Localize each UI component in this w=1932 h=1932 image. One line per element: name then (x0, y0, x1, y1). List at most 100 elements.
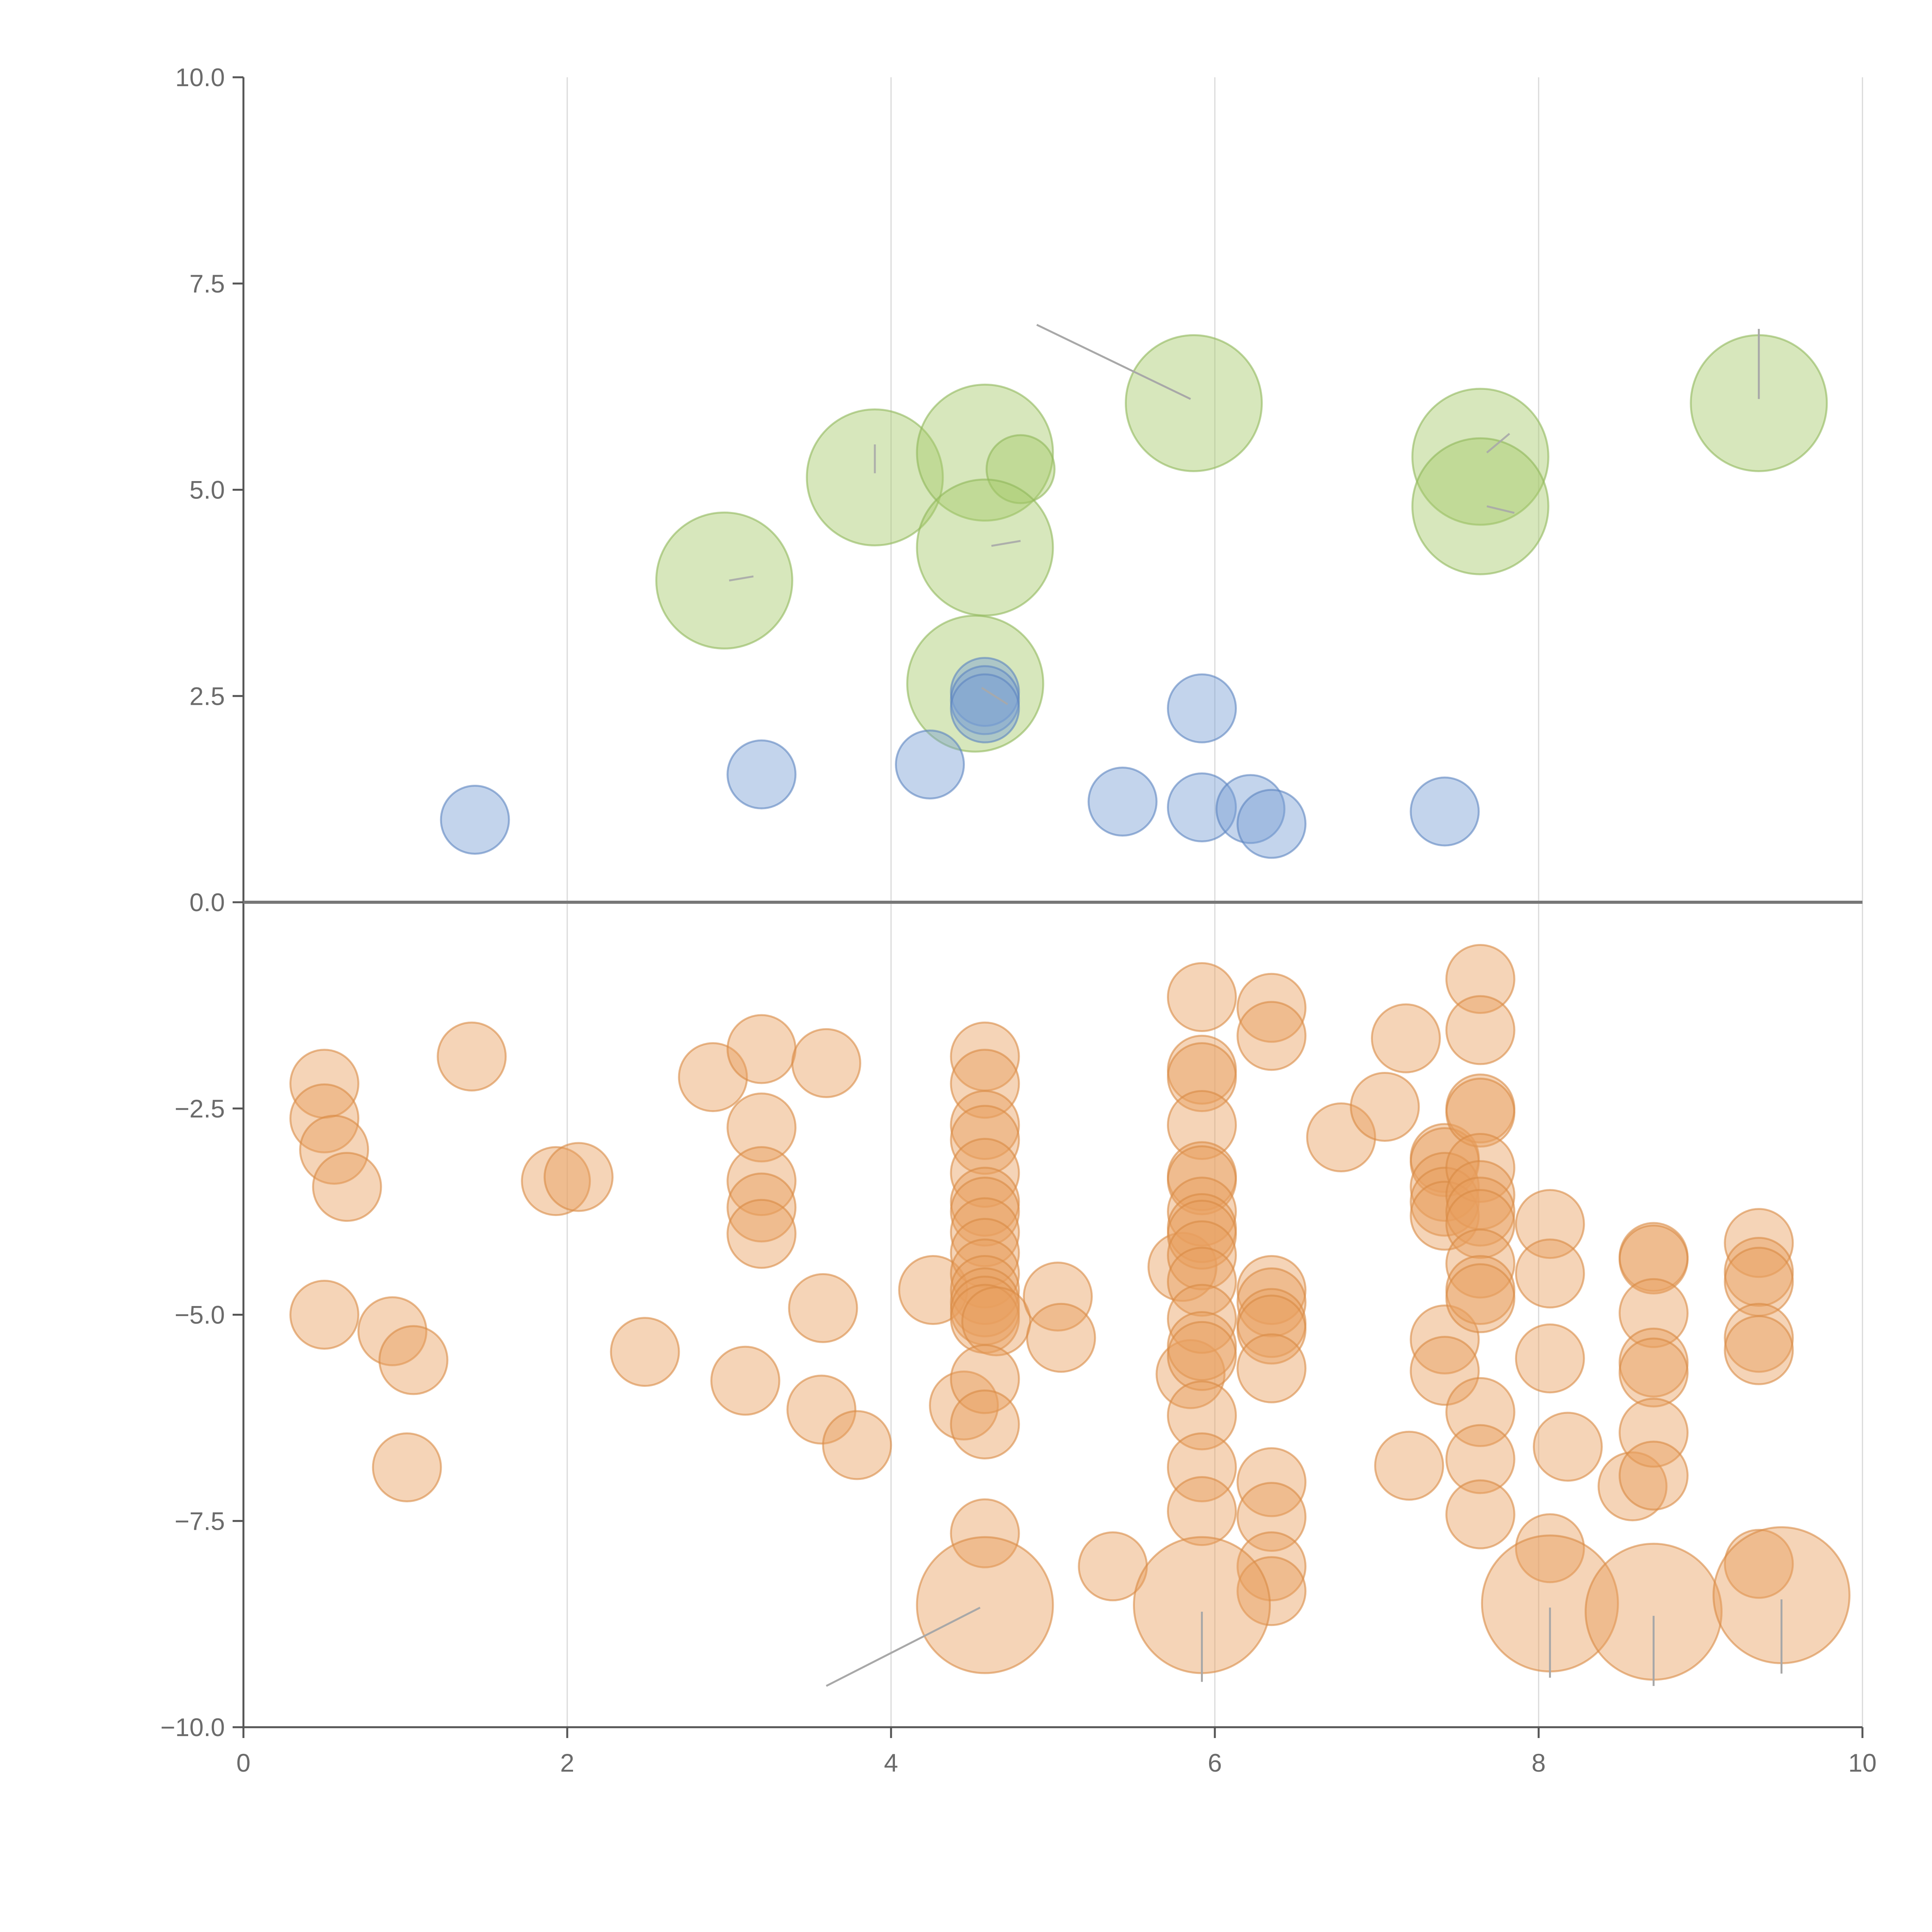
orange-point-39 (961, 1286, 1031, 1357)
orange-point-50 (1167, 1042, 1237, 1112)
orange-point-76 (1306, 1102, 1376, 1172)
orange-point-88 (1445, 995, 1515, 1065)
orange-point-10 (543, 1142, 614, 1212)
orange-point-78 (1371, 1003, 1441, 1073)
orange-point-57 (1167, 1220, 1237, 1291)
green-point-0 (655, 511, 793, 650)
orange-point-97 (1445, 1263, 1515, 1333)
orange-point-103 (1515, 1323, 1585, 1394)
orange-point-31 (950, 1177, 1020, 1247)
orange-point-26 (950, 1049, 1020, 1119)
orange-point-118 (1724, 1315, 1794, 1385)
green-point-8 (1411, 437, 1549, 575)
orange-point-20 (788, 1273, 858, 1343)
blue-point-3 (950, 657, 1020, 727)
orange-point-60 (1167, 1311, 1237, 1381)
orange-point-94 (1445, 1189, 1515, 1259)
orange-point-84 (1410, 1180, 1480, 1251)
orange-point-110 (1618, 1327, 1689, 1398)
green-point-7 (1411, 388, 1549, 526)
orange-point-33 (950, 1218, 1020, 1288)
orange-point-73 (1236, 1482, 1307, 1552)
y-tick-label-5: −2.5 (175, 1094, 225, 1123)
orange-point-15 (726, 1092, 797, 1163)
blue-point-5 (950, 673, 1020, 743)
green-point-2 (916, 383, 1054, 522)
orange-point-119 (1724, 1529, 1794, 1599)
blue-point-10 (1236, 789, 1307, 859)
orange-point-36 (950, 1267, 1020, 1337)
y-tick-label-2: 5.0 (189, 476, 225, 504)
y-tick-label-0: 10.0 (175, 63, 225, 92)
orange-point-41 (950, 1389, 1020, 1459)
orange-point-2 (299, 1115, 369, 1185)
orange-point-87 (1445, 944, 1515, 1014)
leader-line-11 (1486, 433, 1510, 454)
orange-point-113 (1618, 1440, 1689, 1511)
orange-point-13 (710, 1345, 781, 1416)
green-point-5 (906, 614, 1044, 753)
orange-point-65 (1236, 973, 1307, 1043)
leader-line-12 (1486, 505, 1515, 514)
orange-point-42 (950, 1498, 1020, 1568)
orange-point-74 (1236, 1531, 1307, 1602)
orange-point-104 (1515, 1513, 1585, 1583)
orange-point-100 (1445, 1479, 1515, 1549)
orange-point-64 (1167, 1476, 1237, 1546)
y-tick-label-8: −10.0 (160, 1713, 225, 1742)
orange-point-53 (1167, 1145, 1237, 1215)
orange-point-68 (1236, 1267, 1307, 1337)
orange-point-120 (916, 1536, 1054, 1674)
orange-point-1 (289, 1083, 359, 1153)
orange-point-11 (610, 1317, 680, 1387)
x-tick-label-4: 8 (1532, 1748, 1546, 1777)
orange-point-46 (1147, 1232, 1218, 1302)
orange-point-44 (1026, 1303, 1096, 1373)
orange-point-71 (1236, 1333, 1307, 1403)
axis-layer (233, 76, 1864, 1738)
orange-point-91 (1445, 1133, 1515, 1203)
green-point-1 (806, 408, 944, 546)
orange-point-6 (378, 1325, 449, 1395)
orange-point-79 (1374, 1430, 1444, 1501)
blue-point-7 (1167, 673, 1237, 743)
points-layer (289, 334, 1850, 1681)
orange-point-86 (1410, 1336, 1480, 1406)
orange-point-85 (1410, 1304, 1480, 1375)
orange-point-112 (1618, 1398, 1689, 1468)
orange-point-32 (950, 1197, 1020, 1267)
orange-point-102 (1515, 1238, 1585, 1309)
y-tick-label-6: −5.0 (175, 1301, 225, 1329)
orange-point-48 (1167, 962, 1237, 1032)
orange-point-43 (1023, 1262, 1093, 1332)
blue-point-11 (1410, 776, 1480, 847)
orange-point-47 (1155, 1339, 1226, 1409)
leader-line-7 (729, 575, 754, 582)
orange-point-75 (1236, 1556, 1307, 1626)
green-point-3 (985, 434, 1056, 504)
orange-point-28 (950, 1105, 1020, 1175)
blue-point-2 (895, 729, 965, 799)
blue-point-1 (726, 739, 797, 810)
y-tick-label-4: 0.0 (189, 888, 225, 917)
orange-point-18 (726, 1199, 797, 1269)
y-tick-label-7: −7.5 (175, 1507, 225, 1535)
orange-point-108 (1618, 1224, 1689, 1294)
orange-point-27 (950, 1090, 1020, 1160)
orange-point-4 (289, 1280, 359, 1350)
orange-point-77 (1350, 1071, 1420, 1142)
orange-point-59 (1167, 1284, 1237, 1354)
orange-point-58 (1167, 1247, 1237, 1317)
blue-point-8 (1167, 772, 1237, 842)
orange-point-14 (726, 1014, 797, 1084)
orange-point-51 (1167, 1090, 1237, 1160)
blue-point-4 (950, 665, 1020, 735)
orange-point-17 (726, 1172, 797, 1243)
leader-line-10 (981, 687, 1009, 705)
blue-point-9 (1215, 774, 1286, 844)
orange-point-82 (1410, 1152, 1480, 1222)
orange-point-106 (1597, 1451, 1668, 1522)
orange-point-62 (1167, 1380, 1237, 1451)
x-tick-label-0: 0 (236, 1748, 251, 1777)
